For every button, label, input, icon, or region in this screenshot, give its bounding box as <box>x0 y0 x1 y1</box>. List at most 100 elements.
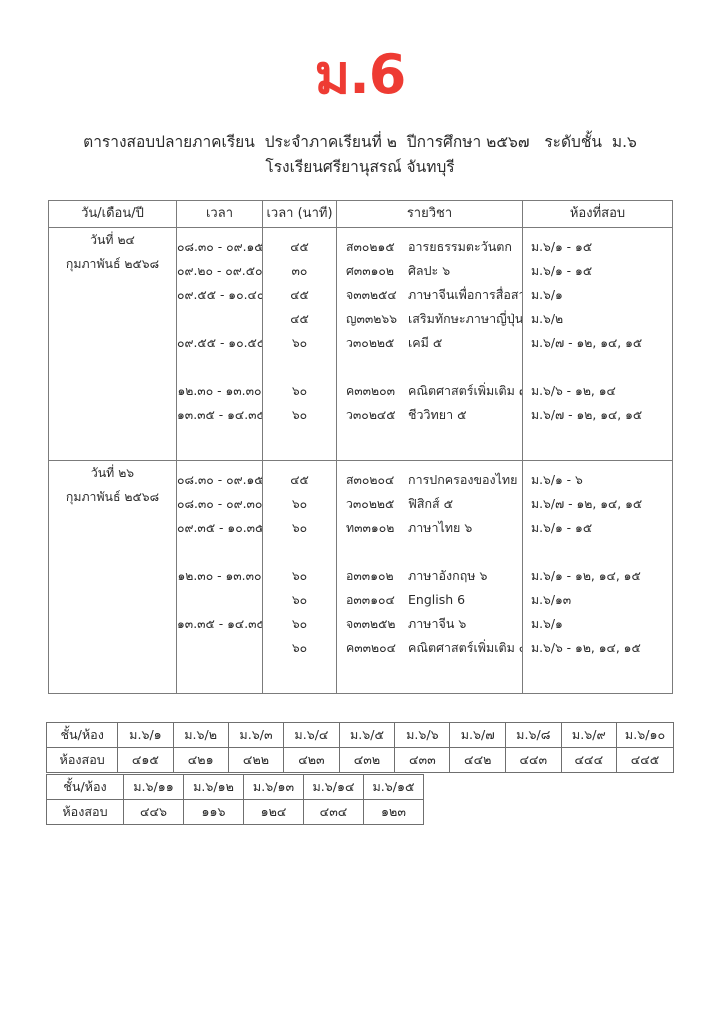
room-row-cell: ๔๑๕ <box>117 747 174 773</box>
class-row-label: ชั้น/ห้อง <box>46 774 124 800</box>
column-header-date: วัน/เดือน/ปี <box>48 200 177 228</box>
subject-entry: ค๓๓๒๐๔ คณิตศาสตร์เพิ่มเติม ๘ <box>337 636 522 660</box>
subject-code: ศ๓๓๑๐๒ <box>346 264 395 278</box>
exam-duration-minutes: ๖๐ <box>263 588 336 612</box>
subject-entry: ท๓๓๑๐๒ ภาษาไทย ๖ <box>337 516 522 540</box>
exam-duration-minutes: ๔๕ <box>263 307 336 331</box>
class-row-cell: ม.๖/๕ <box>338 722 396 748</box>
exam-room: ม.๖/๑ - ๖ <box>523 468 672 492</box>
subject-entry: ส๓๐๒๑๕ อารยธรรมตะวันตก <box>337 235 522 259</box>
room-row-cell: ๔๒๑ <box>172 747 229 773</box>
column-header-room: ห้องที่สอบ <box>522 200 673 228</box>
subject-name: คณิตศาสตร์เพิ่มเติม ๘ <box>408 640 522 655</box>
room-row-label: ห้องสอบ <box>45 747 119 773</box>
subject-code: ค๓๓๒๐๔ <box>346 641 396 655</box>
subject-entry: อ๓๓๑๐๔ English 6 <box>337 588 522 612</box>
subject-code: ญ๓๓๒๖๖ <box>346 312 398 326</box>
exam-time: ๑๒.๓๐ - ๑๓.๓๐ <box>177 564 262 588</box>
exam-duration-minutes-text: ๔๕ <box>290 240 309 254</box>
class-row-cell: ม.๖/๑๒ <box>183 774 244 800</box>
subject-code: ว๓๐๒๔๕ <box>346 408 396 422</box>
exam-room: ม.๖/๑ <box>523 283 672 307</box>
exam-time-text: ๐๙.๒๐ - ๐๙.๕๐ <box>177 264 262 278</box>
subject-name: ภาษาจีน ๖ <box>408 616 467 631</box>
exam-duration-minutes-text: ๔๕ <box>290 288 309 302</box>
exam-duration-minutes-text: ๖๐ <box>291 408 308 422</box>
room-row-label: ห้องสอบ <box>46 799 124 825</box>
table-header-row: วัน/เดือน/ปี เวลา เวลา (นาที) รายวิชา ห้… <box>48 200 673 228</box>
schedule-table-body: วันที่ ๒๔ กุมภาพันธ์ ๒๕๖๘ ๐๘.๓๐ - ๐๙.๑๕๐… <box>48 227 673 694</box>
subject-entry: ญ๓๓๒๖๖ เสริมทักษะภาษาญี่ปุ่น ๖ <box>337 307 522 331</box>
exam-room-text: ม.๖/๗ - ๑๒, ๑๔, ๑๕ <box>531 497 643 511</box>
minutes-column-cell: ๔๕ ๖๐ ๖๐ ๖๐ ๖๐ ๖๐ ๖๐ <box>262 460 337 694</box>
subject-entry: จ๓๓๒๕๒ ภาษาจีน ๖ <box>337 612 522 636</box>
exam-room-text: ม.๖/๖ - ๑๒, ๑๔ <box>531 384 616 398</box>
exam-time: ๐๙.๓๕ - ๑๐.๓๕ <box>177 516 262 540</box>
table-row: วันที่ ๒๖ กุมภาพันธ์ ๒๕๖๘ ๐๘.๓๐ - ๐๙.๑๕๐… <box>48 460 673 694</box>
schedule-table-container: วัน/เดือน/ปี เวลา เวลา (นาที) รายวิชา ห้… <box>48 200 673 694</box>
class-row-cell: ม.๖/๖ <box>394 722 451 748</box>
exam-duration-minutes: ๓๐ <box>263 259 336 283</box>
room-column-cell: ม.๖/๑ - ๑๕ ม.๖/๑ - ๑๕ ม.๖/๑ ม.๖/๒ ม.๖/๗ - ๑๒… <box>522 227 673 461</box>
exam-time-text: ๐๙.๕๕ - ๑๐.๕๕ <box>177 336 262 350</box>
exam-duration-minutes: ๔๕ <box>263 283 336 307</box>
exam-duration-minutes: ๖๐ <box>263 331 336 355</box>
table-row: ห้องสอบ ๔๑๕ ๔๒๑ ๔๒๒ ๔๒๓ ๔๓๒ ๔๓๓ ๔๔๒ ๔๔๓ ๔๔๔ ๔๔๕ <box>45 747 674 773</box>
room-row-cell: ๔๔๒ <box>449 747 506 773</box>
exam-time-text: ๐๙.๓๕ - ๑๐.๓๕ <box>177 521 262 535</box>
room-mapping-table-2: ชั้น/ห้อง ม.๖/๑๑ ม.๖/๑๒ ม.๖/๑๓ ม.๖/๑๔ ม.๖/๑๕ห… <box>46 774 424 825</box>
exam-time: ๐๙.๒๐ - ๐๙.๕๐ <box>177 259 262 283</box>
class-row-cell: ม.๖/๑๑ <box>123 774 184 800</box>
exam-room-text: ม.๖/๗ - ๑๒, ๑๔, ๑๕ <box>531 336 643 350</box>
subject-name: ศิลปะ ๖ <box>408 263 451 278</box>
exam-time: ๐๘.๓๐ - ๐๙.๑๕ <box>177 235 262 259</box>
subtitle-line-1: ตารางสอบปลายภาคเรียน ประจำภาคเรียนที่ ๒ … <box>83 133 637 151</box>
exam-time: ๑๓.๓๕ - ๑๔.๓๕ <box>177 403 262 427</box>
exam-duration-minutes: ๔๕ <box>263 468 336 492</box>
exam-date-line-1: วันที่ ๒๔ <box>90 233 135 247</box>
exam-room-text: ม.๖/๖ - ๑๒, ๑๔, ๑๕ <box>531 641 641 655</box>
subject-name: ภาษาจีนเพื่อการสื่อสาร ๖ <box>408 287 522 302</box>
exam-time: ๐๘.๓๐ - ๐๙.๓๐ <box>177 492 262 516</box>
room-row-cell: ๑๑๖ <box>183 799 244 825</box>
class-row-cell: ม.๖/๑๐ <box>616 722 674 748</box>
exam-room: ม.๖/๑ <box>523 612 672 636</box>
class-row-cell: ม.๖/๒ <box>172 722 229 748</box>
table-row: ชั้น/ห้อง ม.๖/๑๑ ม.๖/๑๒ ม.๖/๑๓ ม.๖/๑๔ ม.๖/๑๕ <box>46 774 424 800</box>
column-header-minutes: เวลา (นาที) <box>262 200 337 228</box>
exam-room-text: ม.๖/๑ - ๖ <box>531 473 583 487</box>
subject-name: เคมี ๕ <box>408 335 443 350</box>
room-row-cell: ๑๒๔ <box>243 799 304 825</box>
table-row: ห้องสอบ ๔๔๖ ๑๑๖ ๑๒๔ ๔๓๔ ๑๒๓ <box>46 799 424 825</box>
room-row-cell: ๔๒๓ <box>283 747 340 773</box>
exam-duration-minutes-text: ๖๐ <box>291 497 308 511</box>
exam-time: ๐๙.๕๕ - ๑๐.๕๕ <box>177 331 262 355</box>
class-row-cell: ม.๖/๑ <box>117 722 174 748</box>
subject-name: ชีววิทยา ๕ <box>408 407 467 422</box>
exam-duration-minutes-text: ๖๐ <box>291 384 308 398</box>
exam-time: ๐๘.๓๐ - ๐๙.๑๕ <box>177 468 262 492</box>
subject-code: อ๓๓๑๐๒ <box>346 569 394 583</box>
class-row-cell: ม.๖/๔ <box>283 722 340 748</box>
exam-room: ม.๖/๑๓ <box>523 588 672 612</box>
room-row-cell: ๔๔๖ <box>123 799 184 825</box>
subject-name: การปกครองของไทย <box>408 472 518 487</box>
table-row: ชั้น/ห้อง ม.๖/๑ ม.๖/๒ ม.๖/๓ ม.๖/๔ ม.๖/๕ ม.๖/๖ม… <box>45 722 674 748</box>
subject-entry: ค๓๓๒๐๓ คณิตศาสตร์เพิ่มเติม ๗ <box>337 379 522 403</box>
exam-room: ม.๖/๑ - ๑๕ <box>523 516 672 540</box>
exam-room-text: ม.๖/๗ - ๑๒, ๑๔, ๑๕ <box>531 408 643 422</box>
subject-list: ส๓๐๒๐๔ การปกครองของไทย ว๓๐๒๒๕ ฟิสิกส์ ๕ท๓๓๑… <box>337 461 522 693</box>
class-row-cell: ม.๖/๗ <box>449 722 506 748</box>
room-mapping-container: ชั้น/ห้อง ม.๖/๑ ม.๖/๒ ม.๖/๓ ม.๖/๔ ม.๖/๕ ม.๖/๖ม… <box>45 722 674 825</box>
exam-duration-minutes-text: ๓๐ <box>291 264 308 278</box>
exam-room-text: ม.๖/๑ - ๑๕ <box>531 240 593 254</box>
class-row-cell: ม.๖/๑๓ <box>243 774 304 800</box>
subject-code: ว๓๐๒๒๕ <box>346 497 395 511</box>
room-row-cell: ๔๓๒ <box>338 747 396 773</box>
exam-duration-minutes: ๖๐ <box>263 403 336 427</box>
exam-duration-minutes: ๖๐ <box>263 612 336 636</box>
subject-name: ภาษาไทย ๖ <box>408 520 473 535</box>
exam-room-text: ม.๖/๑ - ๑๕ <box>531 521 593 535</box>
subject-code: ท๓๓๑๐๒ <box>346 521 395 535</box>
